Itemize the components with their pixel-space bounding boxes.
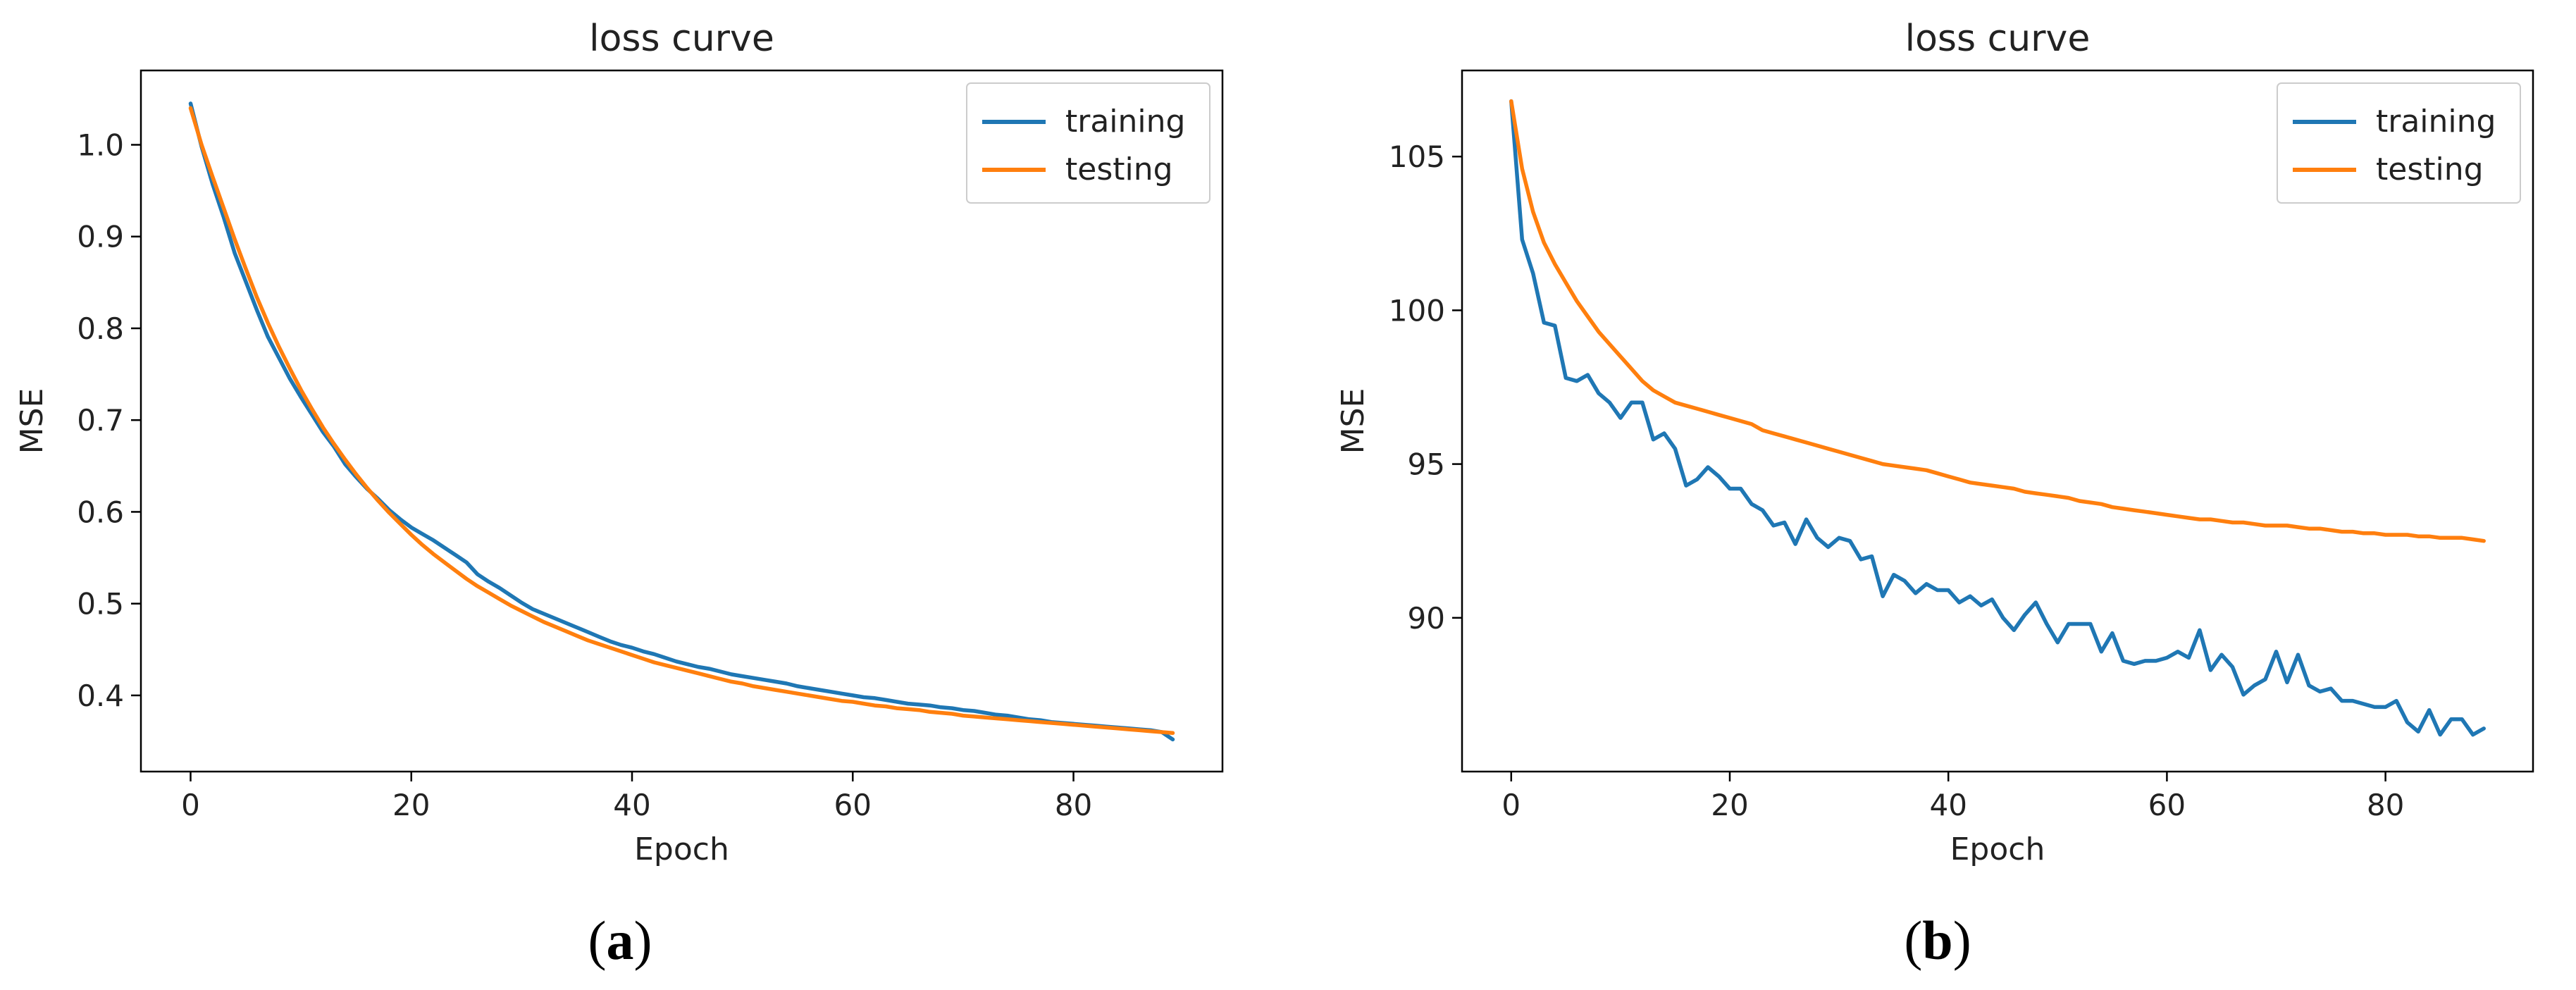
series-line-testing: [1509, 99, 2486, 543]
caption-letter: a: [606, 910, 634, 971]
chart-panel-a: loss curve 0 20 40 60 80 0.4 0.5 0.6 0.7 0.8 0.9 1.0…: [14, 18, 1224, 867]
panel-caption-b: (b): [1867, 909, 2008, 972]
x-axis-label: Epoch: [1950, 831, 2045, 867]
y-tick-label: 0.5: [77, 587, 124, 621]
series-line-testing: [188, 106, 1175, 736]
x-tick-label: 40: [613, 788, 650, 822]
caption-open-paren: (: [588, 910, 607, 971]
x-tick-label: 0: [181, 788, 200, 822]
legend-label-training: training: [2376, 104, 2496, 140]
y-tick-label: 0.7: [77, 403, 124, 438]
axes-frame: [140, 69, 1224, 773]
legend-label-training: training: [1065, 104, 1185, 140]
legend-label-testing: testing: [2376, 151, 2484, 187]
caption-letter: b: [1922, 910, 1953, 971]
chart-title: loss curve: [1905, 18, 2091, 60]
caption-open-paren: (: [1904, 910, 1923, 971]
y-axis-label: MSE: [14, 388, 50, 454]
x-tick-label: 60: [2148, 788, 2186, 822]
y-tick-label: 0.9: [77, 220, 124, 254]
y-tick-label: 95: [1408, 447, 1445, 482]
chart-title: loss curve: [589, 18, 774, 60]
y-tick-label: 105: [1389, 140, 1445, 174]
caption-close-paren: ): [633, 910, 652, 971]
y-axis-label: MSE: [1335, 388, 1371, 454]
x-tick-label: 40: [1929, 788, 1967, 822]
x-tick-label: 80: [1055, 788, 1092, 822]
legend: training testing: [2277, 82, 2521, 204]
legend: training testing: [966, 82, 1210, 204]
legend-box: [966, 82, 1210, 204]
series-line-training: [1509, 99, 2486, 737]
chart-panel-b: loss curve 0 20 40 60 80 90 95 100 105 Epoch MSE tra…: [1335, 18, 2534, 867]
y-tick-label: 0.6: [77, 495, 124, 529]
caption-close-paren: ): [1952, 910, 1971, 971]
axes-frame: [1461, 69, 2534, 773]
legend-label-testing: testing: [1065, 151, 1173, 187]
y-tick-label: 0.4: [77, 679, 124, 713]
x-tick-label: 20: [1711, 788, 1748, 822]
x-tick-label: 80: [2367, 788, 2404, 822]
legend-box: [2277, 82, 2521, 204]
panel-caption-a: (a): [550, 909, 691, 972]
x-tick-label: 60: [834, 788, 872, 822]
x-axis-label: Epoch: [634, 831, 729, 867]
x-tick-label: 0: [1501, 788, 1521, 822]
y-tick-label: 90: [1408, 601, 1445, 636]
x-tick-label: 20: [392, 788, 430, 822]
y-tick-label: 0.8: [77, 311, 124, 346]
y-tick-label: 1.0: [77, 128, 124, 162]
y-tick-label: 100: [1389, 293, 1445, 328]
